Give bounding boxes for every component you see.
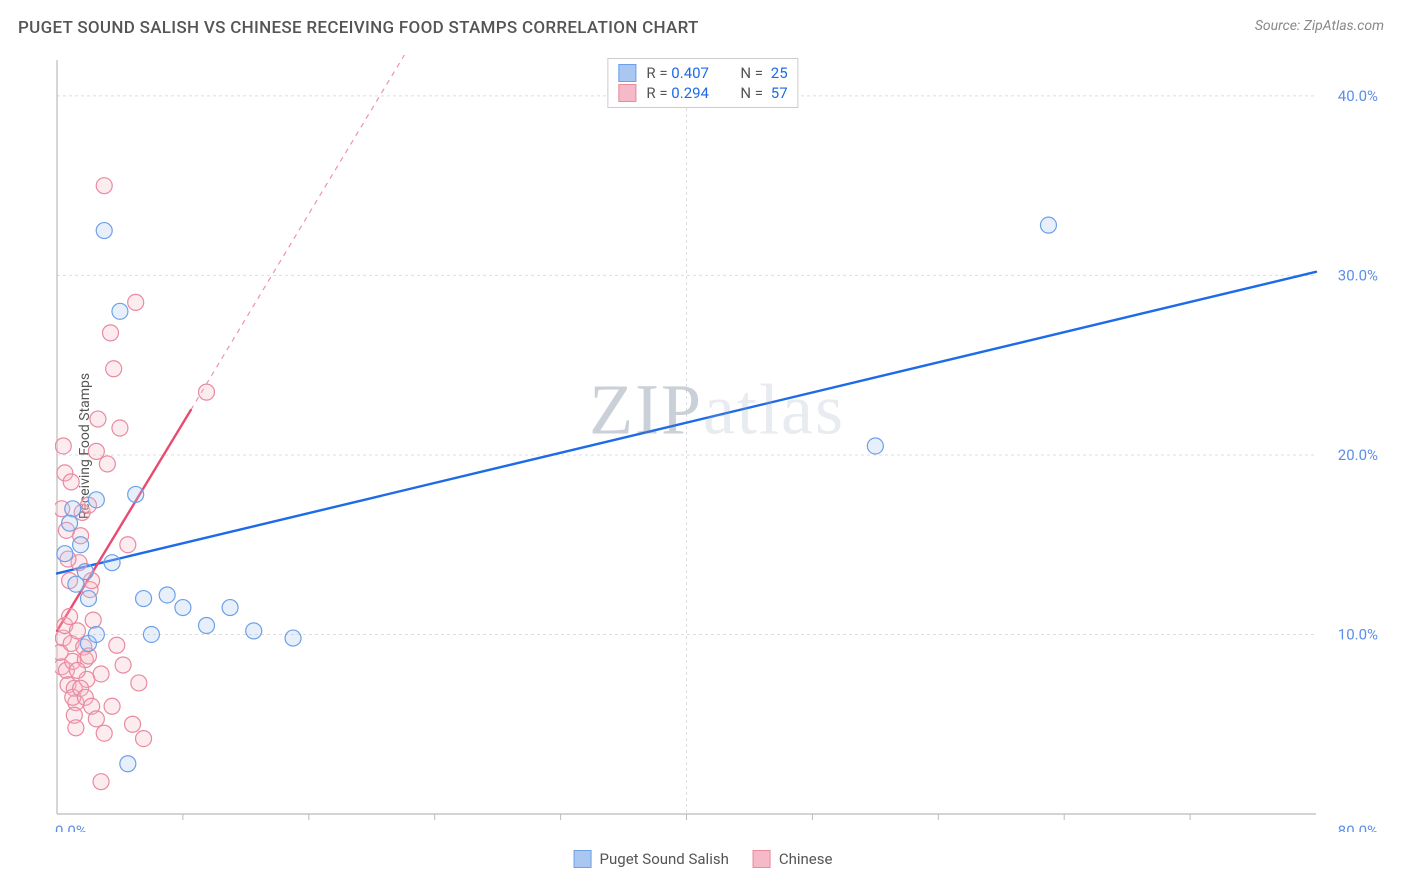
legend-swatch-icon — [753, 850, 771, 868]
chart-source: Source: ZipAtlas.com — [1255, 18, 1384, 34]
legend-swatch-icon — [618, 84, 636, 102]
legend-swatch-icon — [618, 64, 636, 82]
svg-text:10.0%: 10.0% — [1338, 625, 1378, 643]
svg-text:80.0%: 80.0% — [1338, 822, 1378, 832]
svg-text:20.0%: 20.0% — [1338, 446, 1378, 464]
legend-row-series-a: R = 0.407 N = 25 — [618, 63, 787, 83]
series-legend: Puget Sound Salish Chinese — [574, 850, 833, 868]
svg-text:30.0%: 30.0% — [1338, 266, 1378, 284]
legend-item-series-a: Puget Sound Salish — [574, 850, 729, 868]
chart-title: PUGET SOUND SALISH VS CHINESE RECEIVING … — [18, 18, 699, 38]
chart-container: PUGET SOUND SALISH VS CHINESE RECEIVING … — [0, 0, 1406, 892]
svg-text:40.0%: 40.0% — [1338, 87, 1378, 105]
scatter-plot-svg: 10.0% 20.0% 30.0% 40.0% 0.0% 80.0% — [55, 55, 1386, 832]
svg-text:0.0%: 0.0% — [55, 822, 87, 832]
legend-row-series-b: R = 0.294 N = 57 — [618, 83, 787, 103]
plot-area: 10.0% 20.0% 30.0% 40.0% 0.0% 80.0% — [55, 55, 1386, 832]
legend-swatch-icon — [574, 850, 592, 868]
legend-item-series-b: Chinese — [753, 850, 833, 868]
correlation-legend: R = 0.407 N = 25 R = 0.294 N = 57 — [607, 58, 798, 108]
